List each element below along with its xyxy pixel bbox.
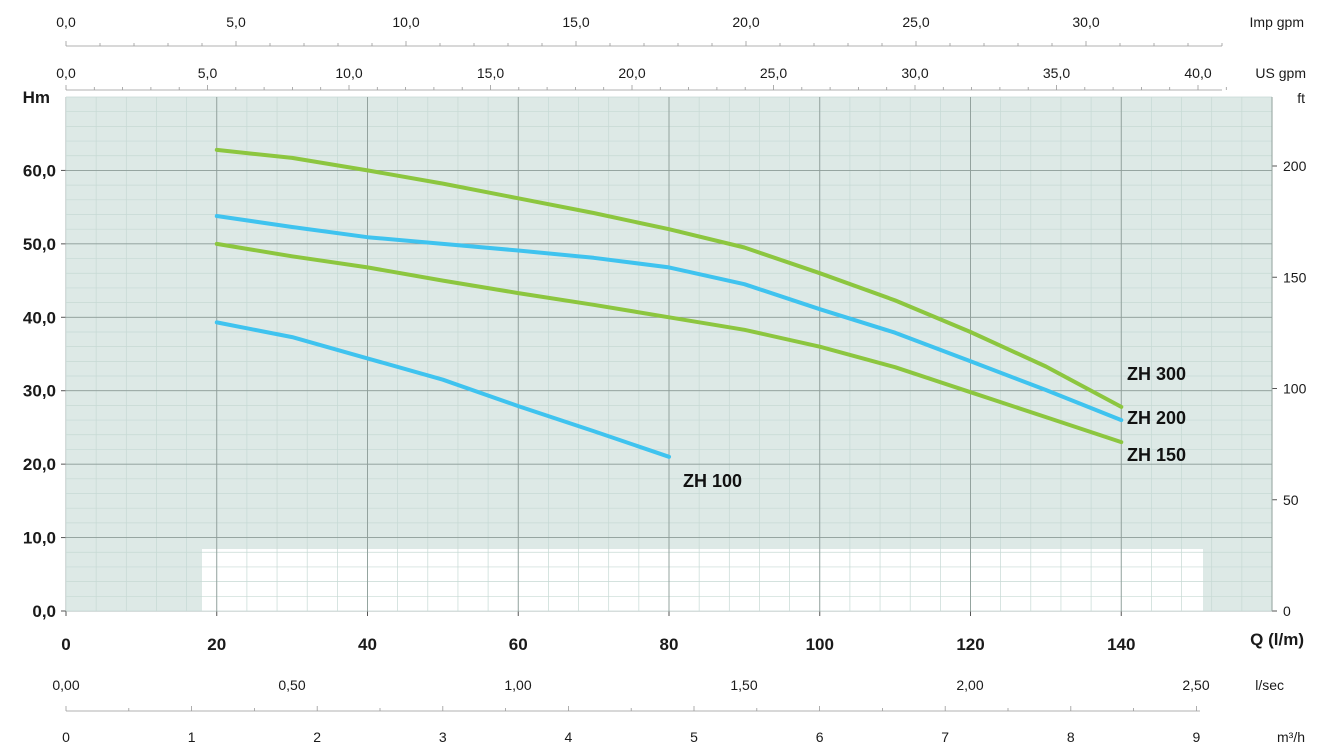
y-tick-label: 10,0 [23, 529, 56, 548]
y2-tick-label: 0 [1283, 603, 1291, 619]
imp-gpm-tick-label: 20,0 [732, 14, 759, 30]
l-sec-tick-label: 1,50 [730, 677, 757, 693]
series-line-zh-300 [214, 147, 1124, 409]
m3h-tick-label: 0 [62, 729, 70, 745]
imp-gpm-tick-label: 15,0 [562, 14, 589, 30]
y-tick-label: 50,0 [23, 235, 56, 254]
m3h-tick-label: 6 [816, 729, 824, 745]
plot-area [65, 96, 1273, 612]
us-gpm-tick-label: 40,0 [1184, 65, 1211, 81]
y-tick-label: 0,0 [32, 602, 56, 621]
l-sec-tick-label: 0,00 [52, 677, 79, 693]
series-label-zh-100: ZH 100 [683, 471, 742, 491]
us-gpm-tick-label: 30,0 [901, 65, 928, 81]
y-tick-label: 40,0 [23, 308, 56, 327]
y-tick-label: 30,0 [23, 382, 56, 401]
us-gpm-tick-label: 15,0 [477, 65, 504, 81]
x-tick-label: 20 [207, 635, 226, 654]
imp-gpm-tick-label: 30,0 [1072, 14, 1099, 30]
m3h-tick-label: 3 [439, 729, 447, 745]
y-tick-label: 60,0 [23, 161, 56, 180]
series-line-zh-200 [214, 214, 1124, 423]
series-label-zh-150: ZH 150 [1127, 445, 1186, 465]
m3h-label: m³/h [1277, 729, 1305, 745]
series-label-zh-200: ZH 200 [1127, 408, 1186, 428]
series-label-zh-300: ZH 300 [1127, 364, 1186, 384]
imp-gpm-tick-label: 0,0 [56, 14, 76, 30]
m3h-tick-label: 9 [1193, 729, 1201, 745]
labels-layer: 0,010,020,030,040,050,060,0Hm05010015020… [23, 14, 1307, 745]
x-tick-label: 140 [1107, 635, 1135, 654]
us-gpm-tick-label: 10,0 [335, 65, 362, 81]
x-tick-label: 0 [61, 635, 70, 654]
imp-gpm-tick-label: 10,0 [392, 14, 419, 30]
m3h-tick-label: 4 [565, 729, 573, 745]
imp-gpm-label: Imp gpm [1250, 14, 1304, 30]
us-gpm-tick-label: 25,0 [760, 65, 787, 81]
l-sec-tick-label: 0,50 [278, 677, 305, 693]
series-line-zh-150 [214, 241, 1124, 445]
y2-tick-label: 200 [1283, 158, 1307, 174]
x-tick-label: 60 [509, 635, 528, 654]
series-lines [214, 147, 1124, 459]
m3h-tick-label: 5 [690, 729, 698, 745]
x-tick-label: 100 [806, 635, 834, 654]
y-tick-label: 20,0 [23, 455, 56, 474]
y2-tick-label: 100 [1283, 381, 1307, 397]
m3h-tick-label: 1 [188, 729, 196, 745]
y2-tick-label: 150 [1283, 269, 1307, 285]
m3h-tick-label: 7 [941, 729, 949, 745]
us-gpm-label: US gpm [1255, 65, 1306, 81]
imp-gpm-tick-label: 25,0 [902, 14, 929, 30]
us-gpm-tick-label: 35,0 [1043, 65, 1070, 81]
m3h-tick-label: 8 [1067, 729, 1075, 745]
plot-white-band [202, 549, 1203, 611]
y2-axis-label: ft [1297, 90, 1305, 106]
x-tick-label: 120 [956, 635, 984, 654]
l-sec-label: l/sec [1255, 677, 1284, 693]
m3h-tick-label: 2 [313, 729, 321, 745]
l-sec-tick-label: 2,50 [1182, 677, 1209, 693]
x-axis-label: Q (l/m) [1250, 630, 1304, 649]
l-sec-tick-label: 2,00 [956, 677, 983, 693]
series-line-zh-100 [214, 320, 671, 459]
x-tick-label: 40 [358, 635, 377, 654]
us-gpm-tick-label: 0,0 [56, 65, 76, 81]
imp-gpm-tick-label: 5,0 [226, 14, 246, 30]
us-gpm-tick-label: 20,0 [618, 65, 645, 81]
y2-tick-label: 50 [1283, 492, 1299, 508]
x-tick-label: 80 [660, 635, 679, 654]
l-sec-tick-label: 1,00 [504, 677, 531, 693]
us-gpm-tick-label: 5,0 [198, 65, 218, 81]
y-axis-label: Hm [23, 88, 50, 107]
